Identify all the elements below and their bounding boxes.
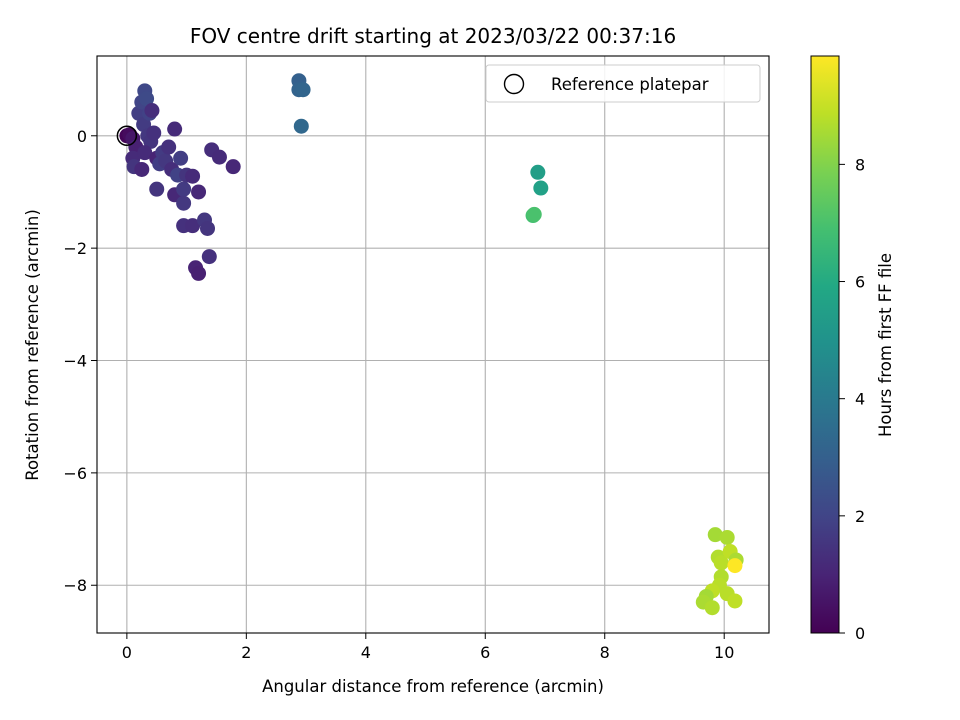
colorbar-label: Hours from first FF file [876, 253, 895, 437]
y-tick-label: −2 [63, 239, 87, 258]
data-point [530, 164, 546, 180]
colorbar-tick-label: 4 [855, 390, 865, 409]
data-point [139, 91, 155, 107]
x-tick-label: 6 [480, 643, 490, 662]
x-axis-ticks: 0 2 4 6 8 10 [122, 633, 734, 662]
data-point [707, 527, 723, 543]
data-point [185, 168, 201, 184]
data-point [176, 181, 192, 197]
data-point [176, 195, 192, 211]
legend-marker-icon [503, 73, 525, 95]
x-tick-label: 2 [241, 643, 251, 662]
data-point [146, 125, 162, 141]
x-tick-label: 4 [361, 643, 371, 662]
data-point [719, 529, 735, 545]
y-axis-ticks: 0 −2 −4 −6 −8 [63, 127, 97, 595]
legend: Reference platepar [485, 64, 761, 103]
colorbar-ticks: 0 2 4 6 8 [839, 155, 865, 643]
data-point [225, 159, 241, 175]
data-point [704, 600, 720, 616]
data-point [191, 184, 207, 200]
data-points [119, 73, 744, 616]
grid [97, 56, 769, 633]
data-point [211, 149, 227, 165]
x-axis-label: Angular distance from reference (arcmin) [262, 677, 604, 696]
data-point [727, 593, 743, 609]
legend-box [485, 64, 761, 103]
data-point [727, 558, 743, 574]
x-tick-label: 0 [122, 643, 132, 662]
data-point [161, 139, 177, 155]
legend-label: Reference platepar [551, 75, 709, 94]
data-point [149, 181, 165, 197]
data-point [293, 118, 309, 134]
data-point [134, 161, 150, 177]
data-point [173, 150, 189, 166]
data-point [191, 265, 207, 281]
data-point [185, 218, 201, 234]
y-tick-label: −6 [63, 464, 87, 483]
y-axis-label: Rotation from reference (arcmin) [23, 209, 42, 481]
data-point [167, 121, 183, 137]
colorbar: 0 2 4 6 8 Hours from first FF file [810, 55, 895, 643]
data-point [200, 220, 216, 236]
data-point [144, 102, 160, 118]
colorbar-tick-label: 8 [855, 155, 865, 174]
data-point [201, 249, 217, 265]
plot-frame [96, 55, 770, 634]
data-point [131, 105, 147, 121]
x-tick-label: 8 [600, 643, 610, 662]
x-tick-label: 10 [714, 643, 734, 662]
data-point [526, 206, 542, 222]
chart-title: FOV centre drift starting at 2023/03/22 … [190, 24, 676, 48]
data-point [137, 145, 153, 161]
y-tick-label: 0 [77, 127, 87, 146]
colorbar-tick-label: 2 [855, 507, 865, 526]
reference-platepar-marker [116, 125, 138, 147]
data-point [295, 82, 311, 98]
data-point [533, 180, 549, 196]
reference-marker-layer [116, 125, 138, 147]
colorbar-gradient [810, 55, 840, 634]
data-point [713, 555, 729, 571]
y-tick-label: −8 [63, 576, 87, 595]
colorbar-tick-label: 0 [855, 624, 865, 643]
colorbar-tick-label: 6 [855, 273, 865, 292]
y-tick-label: −4 [63, 352, 87, 371]
